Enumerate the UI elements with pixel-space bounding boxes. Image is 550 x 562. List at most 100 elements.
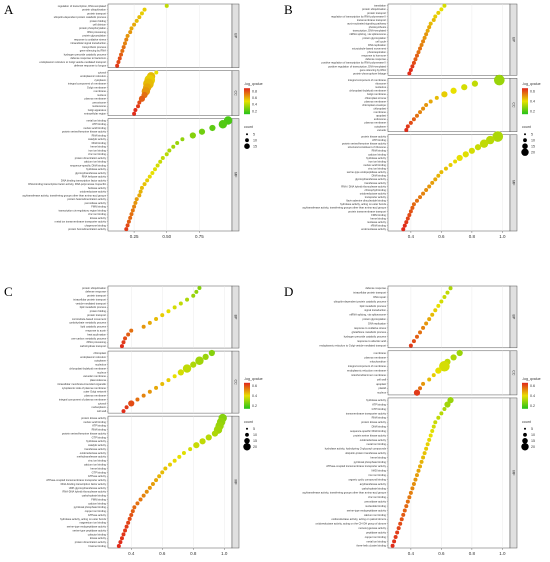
term-label: ATP binding <box>372 402 386 406</box>
legend-size-dot <box>524 133 526 136</box>
term-label: mRNA splicing, via spliceosome <box>349 313 386 317</box>
data-point <box>147 389 152 394</box>
data-point <box>160 470 165 475</box>
term-label: oxidoreductase activity, acting on the C… <box>316 522 387 526</box>
term-label: intracellular membrane-bounded organelle <box>57 382 106 386</box>
term-label: protein serine/threonine kinase activity <box>62 431 107 435</box>
data-point <box>163 466 168 471</box>
term-label: protein kinase activity <box>361 420 386 424</box>
term-label: rRNA processing <box>87 340 107 344</box>
term-label: positive regulation of transcription by … <box>322 61 387 65</box>
term-label: GTP binding <box>372 407 387 411</box>
data-point <box>178 301 183 306</box>
data-point <box>408 120 413 125</box>
data-point <box>122 41 127 46</box>
term-label: chlorophyll binding <box>365 188 387 192</box>
data-point <box>427 317 432 322</box>
legend-color-title: -log_qvalue <box>244 82 263 86</box>
data-point <box>157 474 162 479</box>
term-label: zinc ion binding <box>368 495 386 499</box>
term-label: chloroplast thylakoid membrane <box>69 366 106 370</box>
term-label: histone binding <box>89 544 107 548</box>
term-label: GTP binding <box>92 435 107 439</box>
term-label: protein serine/threonine kinase activity <box>62 130 107 134</box>
data-point <box>190 361 197 368</box>
term-label: nucleic acid binding <box>83 126 106 130</box>
term-label: endosome <box>374 117 387 121</box>
term-label: RNA binding <box>92 428 107 432</box>
data-point <box>125 33 130 38</box>
facet-strip <box>231 70 240 116</box>
data-point <box>139 185 144 190</box>
term-label: transmembrane transporter activity <box>346 411 387 415</box>
term-label: cytoplasm <box>94 78 106 82</box>
term-label: one-carbon metabolic process <box>71 336 106 340</box>
term-label: metal ion binding <box>366 442 386 446</box>
term-label: GTPase activity <box>88 474 107 478</box>
data-point <box>424 103 429 108</box>
data-point <box>411 117 416 122</box>
facet-strip <box>509 78 518 133</box>
data-point <box>154 478 159 483</box>
data-point <box>405 216 410 221</box>
term-label: calcium binding <box>88 501 106 505</box>
term-label: oxidoreductase activity <box>360 438 387 442</box>
term-label: protein dimerization activity <box>75 540 107 544</box>
term-label: cytosol <box>98 70 106 74</box>
term-label: hydrolase activity, acting on ester bond… <box>60 517 107 521</box>
term-label: metal ion binding <box>86 118 106 122</box>
data-point <box>439 299 444 304</box>
term-label: cell division <box>93 23 107 27</box>
data-point <box>137 193 142 198</box>
data-point <box>419 42 424 47</box>
legend-size-tick: 5 <box>531 133 533 137</box>
term-label: mRNA splicing, via spliceosome <box>349 32 386 36</box>
data-point <box>125 223 130 228</box>
term-label: pyridoxal phosphate binding <box>74 505 107 509</box>
legend-size-tick: 5 <box>253 133 255 137</box>
term-label: transferase activity <box>364 181 386 185</box>
term-label: oxidoreductase activity, acting on paire… <box>331 517 386 521</box>
panel-letter: C <box>4 284 13 299</box>
data-point <box>427 25 432 30</box>
data-point <box>133 200 138 205</box>
term-label: intracellular protein transport <box>73 297 106 301</box>
data-point <box>419 459 424 464</box>
term-label: FMN binding <box>91 497 106 501</box>
term-label: DNA binding <box>372 425 387 429</box>
term-label: lipid metabolic process <box>80 305 107 309</box>
data-point <box>171 144 176 149</box>
data-point <box>442 3 447 8</box>
term-label: iron ion binding <box>88 148 106 152</box>
data-point <box>135 397 140 402</box>
data-point <box>126 219 131 224</box>
term-label: nucleus <box>97 370 107 374</box>
data-point <box>128 215 133 220</box>
term-label: cofactor binding <box>88 532 107 536</box>
term-label: protein ubiquitination <box>82 286 106 290</box>
data-point <box>194 289 199 294</box>
term-label: GTPase activity <box>88 513 107 517</box>
facet-label: MF <box>512 470 516 476</box>
data-point <box>197 285 202 290</box>
term-label: DNA repair <box>373 295 386 299</box>
legend-size-tick: 15 <box>253 145 257 149</box>
data-point <box>119 536 124 541</box>
data-point <box>129 513 134 518</box>
data-point <box>450 354 457 361</box>
data-point <box>132 111 137 116</box>
term-label: protein glycosylation <box>362 317 386 321</box>
data-point <box>433 308 438 313</box>
term-label: vesicle-mediated transport <box>76 301 107 305</box>
data-point <box>433 14 438 19</box>
data-point <box>390 543 395 548</box>
term-label: copper ion binding <box>85 509 107 513</box>
term-label: zinc ion binding <box>88 459 106 463</box>
term-label: transferase activity <box>84 447 106 451</box>
data-point <box>404 127 409 132</box>
term-label: ATP binding <box>92 122 106 126</box>
term-label: mitochondrial inner membrane <box>351 373 387 377</box>
